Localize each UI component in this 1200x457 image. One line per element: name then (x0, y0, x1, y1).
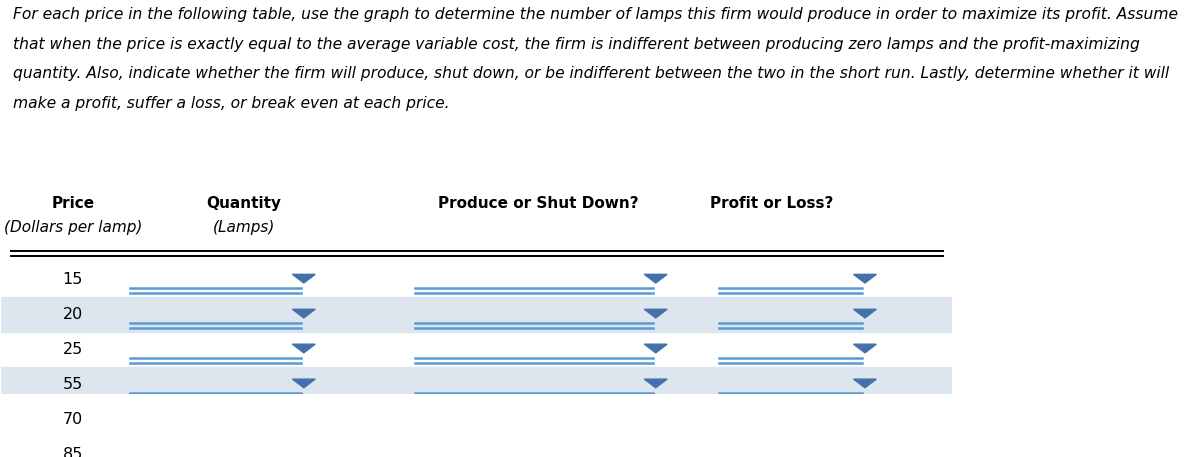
Polygon shape (293, 309, 316, 318)
Text: 20: 20 (62, 307, 83, 322)
Polygon shape (853, 309, 876, 318)
Text: 55: 55 (62, 377, 83, 392)
Bar (1, 437, 953, 457)
Polygon shape (853, 344, 876, 353)
Polygon shape (644, 379, 667, 388)
Text: 25: 25 (62, 342, 83, 357)
Polygon shape (644, 414, 667, 423)
Polygon shape (853, 274, 876, 283)
Polygon shape (293, 449, 316, 457)
Text: 15: 15 (62, 272, 83, 287)
Text: Quantity: Quantity (206, 197, 282, 211)
Polygon shape (293, 414, 316, 423)
Text: that when the price is exactly equal to the average variable cost, the firm is i: that when the price is exactly equal to … (13, 37, 1140, 52)
Polygon shape (644, 449, 667, 457)
Polygon shape (853, 449, 876, 457)
Polygon shape (644, 344, 667, 353)
Polygon shape (293, 379, 316, 388)
Text: quantity. Also, indicate whether the firm will produce, shut down, or be indiffe: quantity. Also, indicate whether the fir… (13, 66, 1169, 81)
Text: Produce or Shut Down?: Produce or Shut Down? (438, 197, 640, 211)
Polygon shape (644, 309, 667, 318)
Text: (Lamps): (Lamps) (212, 220, 275, 235)
Text: make a profit, suffer a loss, or break even at each price.: make a profit, suffer a loss, or break e… (13, 96, 449, 111)
Polygon shape (293, 274, 316, 283)
Polygon shape (853, 414, 876, 423)
Polygon shape (853, 379, 876, 388)
Bar (1, 297, 953, 332)
Text: 70: 70 (62, 412, 83, 427)
Text: Profit or Loss?: Profit or Loss? (710, 197, 834, 211)
Bar (1, 367, 953, 402)
Text: (Dollars per lamp): (Dollars per lamp) (4, 220, 142, 235)
Text: 85: 85 (62, 447, 83, 457)
Text: For each price in the following table, use the graph to determine the number of : For each price in the following table, u… (13, 7, 1178, 22)
Polygon shape (644, 274, 667, 283)
Text: Price: Price (52, 197, 95, 211)
Polygon shape (293, 344, 316, 353)
